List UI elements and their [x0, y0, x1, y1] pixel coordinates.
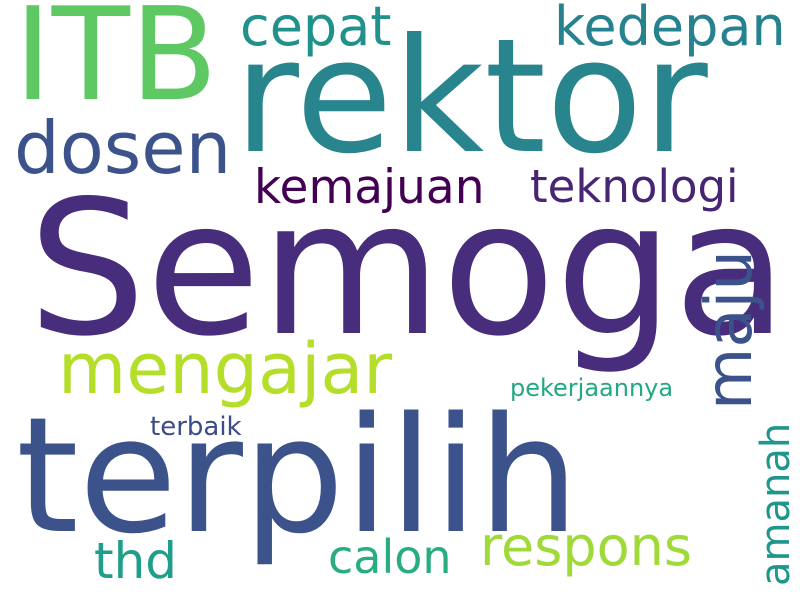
word-thd: thd [94, 532, 178, 590]
word-respons: respons [480, 515, 693, 578]
word-dosen: dosen [14, 106, 232, 190]
word-itb: ITB [14, 0, 218, 130]
word-cepat: cepat [240, 0, 392, 58]
word-semoga: Semoga [28, 160, 788, 377]
word-teknologi: teknologi [530, 160, 739, 213]
word-rektor: rektor [234, 5, 708, 189]
word-amanah: amanah [753, 422, 799, 586]
word-terpilih: terpilih [16, 382, 580, 569]
word-mengajar: mengajar [58, 328, 393, 410]
word-kemajuan: kemajuan [254, 160, 485, 215]
word-maju: maju [693, 250, 767, 410]
word-kedepan: kedepan [554, 0, 786, 58]
word-terbaik: terbaik [150, 412, 242, 442]
word-pekerjaannya: pekerjaannya [510, 374, 674, 402]
word-calon: calon [328, 530, 452, 584]
